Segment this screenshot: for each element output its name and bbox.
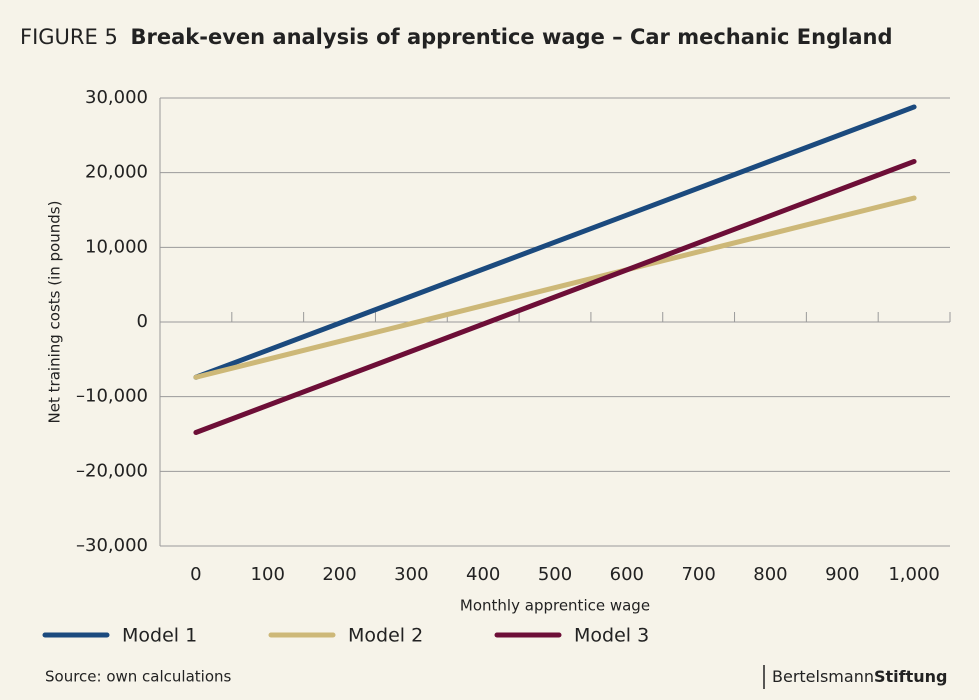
y-tick-label: 20,000	[85, 162, 148, 183]
y-tick-label: –20,000	[76, 460, 148, 481]
legend-label: Model 2	[348, 625, 423, 647]
x-tick-label: 700	[681, 564, 715, 585]
x-tick-label: 300	[394, 564, 428, 585]
x-tick-label: 200	[322, 564, 356, 585]
y-tick-label: 30,000	[85, 87, 148, 108]
brand-part: Bertelsmann	[772, 667, 874, 686]
y-tick-label: 0	[137, 311, 148, 332]
series-line	[193, 195, 917, 380]
series-line	[193, 158, 917, 436]
x-tick-label: 900	[825, 564, 859, 585]
title: Break-even analysis of apprentice wage –…	[131, 25, 893, 49]
x-axis-label: Monthly apprentice wage	[460, 597, 650, 615]
x-tick-label: 1,000	[888, 564, 940, 585]
legend-label: Model 3	[574, 625, 649, 647]
y-tick-label: –10,000	[76, 386, 148, 407]
y-tick-label: 10,000	[85, 236, 148, 257]
x-tick-label: 400	[466, 564, 500, 585]
y-axis-label: Net training costs (in pounds)	[46, 201, 64, 424]
figure-label: FIGURE 5	[20, 25, 118, 49]
x-tick-label: 800	[753, 564, 787, 585]
x-tick-label: 100	[251, 564, 285, 585]
brand-part: Stiftung	[874, 667, 948, 686]
y-tick-label: –30,000	[76, 535, 148, 556]
x-tick-label: 600	[610, 564, 644, 585]
chart-title: FIGURE 5 Break-even analysis of apprenti…	[20, 25, 892, 49]
x-tick-label: 500	[538, 564, 572, 585]
series-line	[193, 104, 917, 380]
x-tick-label: 0	[190, 564, 201, 585]
brand: BertelsmannStiftung	[772, 667, 947, 686]
legend-label: Model 1	[122, 625, 197, 647]
source: Source: own calculations	[45, 668, 232, 686]
